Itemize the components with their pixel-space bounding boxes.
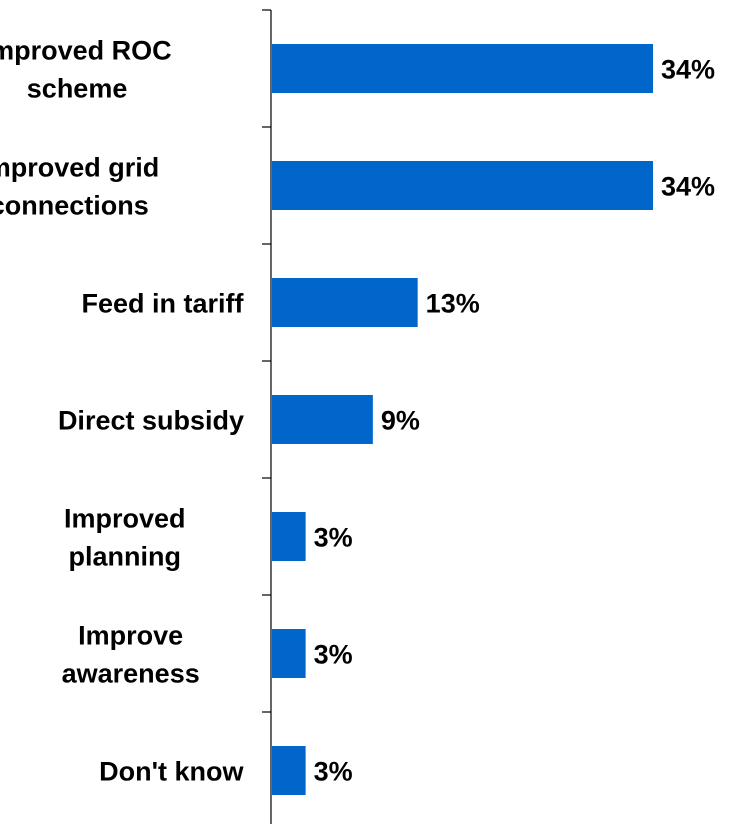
category-label-line: Improved [64, 504, 186, 534]
category-label-line: Direct subsidy [58, 406, 244, 436]
value-label: 13% [426, 289, 480, 319]
category-label: Feed in tariff [81, 289, 244, 319]
category-label-line: awareness [62, 659, 200, 689]
bar [272, 629, 306, 678]
value-label: 34% [661, 172, 715, 202]
category-label: Don't know [99, 757, 244, 787]
category-label-line: Improved ROC [0, 36, 172, 66]
bar [272, 746, 306, 795]
category-label: Improved ROC scheme [0, 36, 172, 104]
category-label-line: Feed in tariff [81, 289, 244, 319]
category-labels: Improved ROC scheme Improved grid connectio… [0, 36, 245, 787]
value-label: 9% [381, 406, 420, 436]
category-label: Direct subsidy [58, 406, 244, 436]
value-label: 34% [661, 55, 715, 85]
bar [272, 278, 418, 327]
bar [272, 161, 653, 210]
category-label-line: planning [68, 542, 180, 572]
value-labels: 34% 34% 13% 9% 3% 3% 3% [314, 55, 715, 787]
bars-layer [272, 44, 653, 795]
value-label: 3% [314, 640, 353, 670]
category-label-line: Improve [78, 621, 183, 651]
category-label: Improved grid connections [0, 153, 159, 221]
category-label: Improved planning [64, 504, 186, 572]
value-label: 3% [314, 523, 353, 553]
bar [272, 395, 373, 444]
category-label-line: Improved grid [0, 153, 159, 183]
category-axis [262, 9, 272, 824]
bar [272, 44, 653, 93]
category-label-line: connections [0, 191, 149, 221]
category-label-line: scheme [27, 74, 128, 104]
category-label-line: Don't know [99, 757, 244, 787]
value-label: 3% [314, 757, 353, 787]
category-label: Improve awareness [62, 621, 200, 689]
bar [272, 512, 306, 561]
